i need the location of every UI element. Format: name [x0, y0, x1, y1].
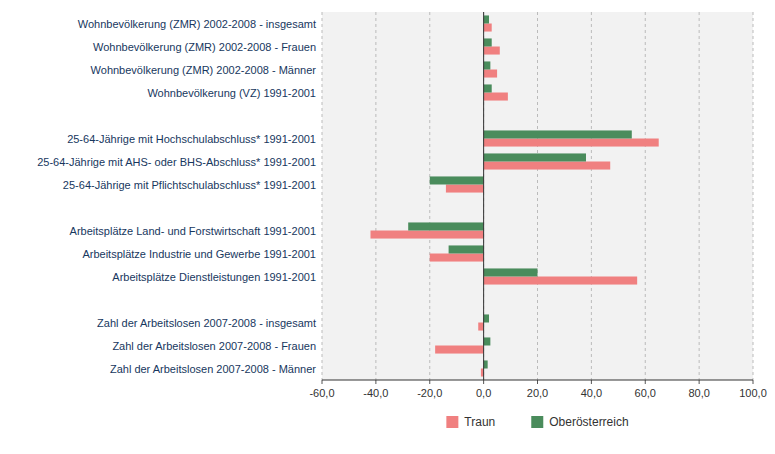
category-label: 25-64-Jährige mit Pflichtschulabschluss*…	[63, 179, 316, 191]
bar	[484, 277, 638, 285]
bar	[484, 268, 538, 276]
x-axis: -60,0 -40,0 -20,0 0,0 20,0 40,0 60,0 80,0 100,0	[309, 380, 766, 399]
tick-label: -60,0	[309, 387, 334, 399]
legend-swatch	[446, 416, 458, 428]
grid-line	[322, 12, 323, 380]
tick-mark	[753, 380, 754, 384]
tick-mark	[699, 380, 700, 384]
bar	[484, 15, 489, 23]
bar	[484, 70, 497, 78]
legend-item: Oberösterreich	[531, 415, 628, 429]
grid	[322, 12, 753, 380]
tick-label: 80,0	[688, 387, 709, 399]
bar	[484, 47, 500, 55]
tick-mark	[591, 380, 592, 384]
bar	[484, 153, 586, 161]
category-label: Zahl der Arbeitslosen 2007-2008 - insges…	[97, 317, 316, 329]
plot-background	[322, 12, 753, 380]
bar	[484, 61, 491, 69]
zero-line	[483, 12, 484, 380]
legend: Traun Oberösterreich	[446, 415, 628, 429]
tick-mark	[322, 380, 323, 384]
legend-swatch	[531, 416, 543, 428]
tick-label: -40,0	[363, 387, 388, 399]
bar	[484, 130, 632, 138]
tick-mark	[429, 380, 430, 384]
category-label: Wohnbevölkerung (ZMR) 2002-2008 - Frauen	[93, 41, 316, 53]
tick-mark	[645, 380, 646, 384]
tick-label: 20,0	[527, 387, 548, 399]
tick-label: -20,0	[417, 387, 442, 399]
legend-item: Traun	[446, 415, 495, 429]
bar	[484, 93, 508, 101]
bar	[430, 254, 484, 262]
category-label: Arbeitsplätze Dienstleistungen 1991-2001	[112, 271, 316, 283]
x-axis-line	[322, 380, 753, 381]
bar	[370, 231, 483, 239]
legend-label: Oberösterreich	[549, 415, 628, 429]
chart: -60,0 -40,0 -20,0 0,0 20,0 40,0 60,0 80,0 100,0 W…	[0, 0, 775, 454]
category-label: Zahl der Arbeitslosen 2007-2008 - Frauen	[112, 340, 316, 352]
tick-mark	[375, 380, 376, 384]
bars	[370, 15, 658, 376]
category-label: Arbeitsplätze Industrie und Gewerbe 1991…	[82, 248, 316, 260]
tick-mark	[483, 380, 484, 384]
category-label: 25-64-Jährige mit Hochschulabschluss* 19…	[67, 133, 316, 145]
tick-label: 0,0	[476, 387, 491, 399]
category-label: Wohnbevölkerung (VZ) 1991-2001	[147, 87, 316, 99]
bar	[484, 314, 489, 322]
bar	[484, 162, 611, 170]
grid-line	[483, 12, 484, 380]
category-label: Zahl der Arbeitslosen 2007-2008 - Männer	[110, 363, 316, 375]
bar	[430, 176, 484, 184]
grid-line	[753, 12, 754, 380]
bar	[484, 84, 492, 92]
bar	[446, 185, 484, 193]
tick-label: 60,0	[635, 387, 656, 399]
bar	[484, 337, 491, 345]
bar	[478, 323, 483, 331]
legend-label: Traun	[464, 415, 495, 429]
tick-label: 100,0	[739, 387, 767, 399]
bar	[484, 360, 488, 368]
category-label: Wohnbevölkerung (ZMR) 2002-2008 - Männer	[91, 64, 317, 76]
bar	[484, 38, 492, 46]
bar	[484, 139, 659, 147]
category-label: 25-64-Jährige mit AHS- oder BHS-Abschlus…	[37, 156, 316, 168]
grid-line	[375, 12, 376, 380]
bar	[484, 24, 492, 32]
bar	[449, 245, 484, 253]
grid-line	[429, 12, 430, 380]
bar	[408, 222, 483, 230]
tick-label: 40,0	[581, 387, 602, 399]
y-axis: Wohnbevölkerung (ZMR) 2002-2008 - insges…	[37, 18, 316, 375]
category-label: Wohnbevölkerung (ZMR) 2002-2008 - insges…	[78, 18, 316, 30]
tick-mark	[537, 380, 538, 384]
grid-line	[645, 12, 646, 380]
grid-line	[537, 12, 538, 380]
grid-line	[591, 12, 592, 380]
grid-line	[699, 12, 700, 380]
bar	[435, 346, 483, 354]
category-label: Arbeitsplätze Land- und Forstwirtschaft …	[70, 225, 316, 237]
